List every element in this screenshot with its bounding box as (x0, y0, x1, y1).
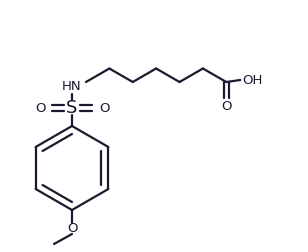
Text: OH: OH (242, 74, 263, 86)
Text: HN: HN (62, 79, 82, 92)
Text: O: O (35, 102, 45, 114)
Text: S: S (66, 99, 78, 117)
Text: O: O (99, 102, 109, 114)
Text: O: O (221, 100, 232, 112)
Text: O: O (67, 222, 77, 235)
